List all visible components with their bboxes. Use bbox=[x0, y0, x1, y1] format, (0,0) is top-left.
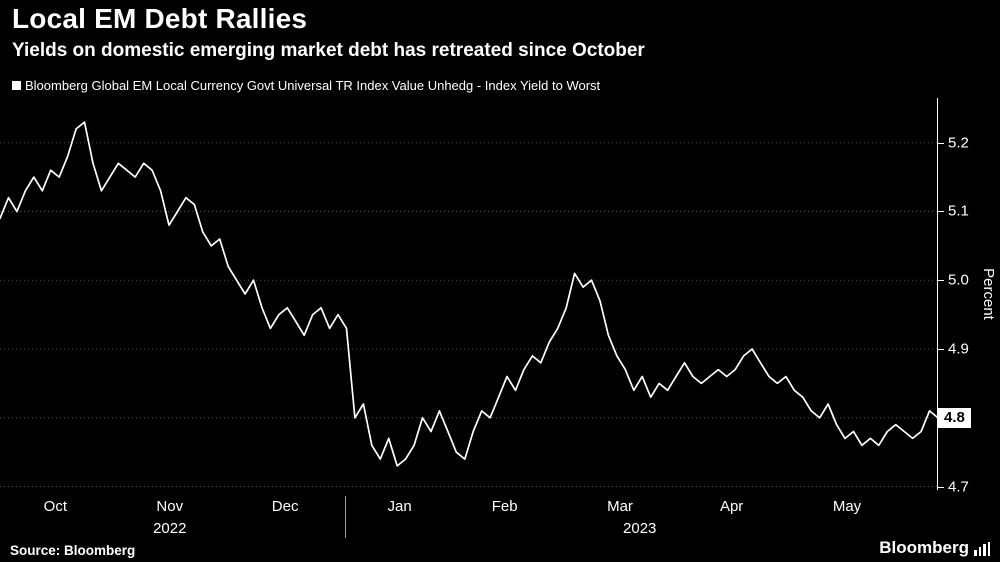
y-tick-label: 5.1 bbox=[948, 202, 969, 220]
x-month-label: Feb bbox=[491, 498, 518, 515]
chart-subtitle: Yields on domestic emerging market debt … bbox=[12, 40, 645, 61]
legend: Bloomberg Global EM Local Currency Govt … bbox=[12, 78, 600, 93]
source-note: Source: Bloomberg bbox=[10, 543, 136, 558]
y-tick-mark bbox=[938, 211, 944, 213]
bloomberg-logo-text: Bloomberg bbox=[879, 538, 969, 557]
x-year-label: 2022 bbox=[153, 520, 187, 537]
y-tick-label: 5.0 bbox=[948, 271, 969, 289]
y-tick-label: 4.9 bbox=[948, 340, 969, 358]
y-tick-mark bbox=[938, 486, 944, 488]
y-tick-mark bbox=[938, 349, 944, 351]
x-month-label: Oct bbox=[43, 498, 67, 515]
y-axis-title: Percent bbox=[980, 268, 997, 320]
last-value-badge: 4.8 bbox=[938, 407, 971, 428]
year-divider bbox=[345, 496, 347, 538]
y-tick-mark bbox=[938, 280, 944, 282]
x-month-label: Dec bbox=[271, 498, 299, 515]
y-tick-label: 4.7 bbox=[948, 478, 969, 496]
x-month-label: Apr bbox=[719, 498, 744, 515]
bloomberg-logo: Bloomberg bbox=[879, 538, 990, 558]
x-month-label: May bbox=[832, 498, 862, 515]
x-month-label: Nov bbox=[156, 498, 184, 515]
y-tick-mark bbox=[938, 142, 944, 144]
line-chart-svg bbox=[0, 121, 939, 488]
x-year-label: 2023 bbox=[623, 520, 657, 537]
x-month-label: Jan bbox=[387, 498, 412, 515]
x-axis: Oct Nov Dec Jan Feb Mar Apr May 2022 2023 bbox=[0, 496, 938, 542]
y-tick-label: 5.2 bbox=[948, 134, 969, 152]
legend-square-marker-icon bbox=[12, 81, 21, 90]
bloomberg-bars-icon bbox=[974, 542, 990, 556]
chart-title: Local EM Debt Rallies bbox=[12, 3, 308, 34]
plot-area bbox=[0, 98, 939, 490]
x-month-label: Mar bbox=[607, 498, 633, 515]
legend-label: Bloomberg Global EM Local Currency Govt … bbox=[25, 78, 601, 93]
